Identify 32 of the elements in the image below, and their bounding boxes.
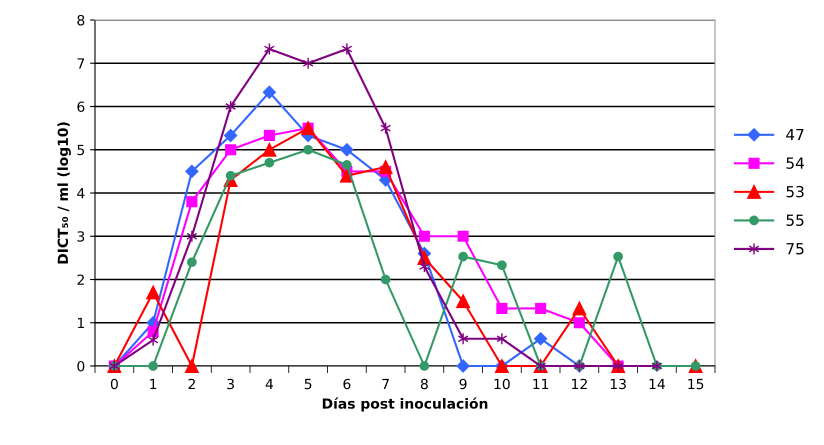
x-axis-title: Días post inoculación [322,397,488,412]
y-tick-label: 4 [77,188,84,198]
x-tick-label: 9 [460,378,467,390]
x-tick-label: 10 [494,378,510,390]
x-tick-label: 0 [110,378,118,390]
y-axis-title: DICT₅₀ / ml (log10) [57,122,71,264]
x-tick-label: 14 [650,378,665,390]
legend-label: 75 [786,243,804,255]
y-tick-label: 0 [77,360,84,372]
y-tick-label: 2 [77,274,84,285]
x-tick-label: 4 [266,378,274,390]
x-tick-label: 5 [304,378,312,390]
y-tick-label: 8 [77,14,84,26]
x-tick-label: 2 [188,378,195,390]
x-tick-label: 7 [382,378,389,390]
y-tick-label: 6 [77,101,84,112]
y-tick-label: 5 [78,144,84,156]
y-tick-label: 1 [78,318,84,328]
x-tick-label: 8 [420,378,428,390]
y-tick-label: 3 [78,231,84,242]
legend-label: 53 [786,186,804,198]
legend-label: 47 [786,129,804,140]
x-tick-label: 11 [533,378,548,390]
x-tick-label: 3 [227,378,234,390]
x-tick-label: 15 [688,378,704,390]
legend-label: 55 [786,214,804,226]
x-tick-label: 1 [150,378,156,390]
x-tick-label: 6 [343,378,350,390]
legend-label: 54 [786,158,804,169]
x-tick-label: 12 [572,378,587,390]
x-tick-label: 13 [610,378,626,390]
y-tick-label: 7 [78,58,84,69]
